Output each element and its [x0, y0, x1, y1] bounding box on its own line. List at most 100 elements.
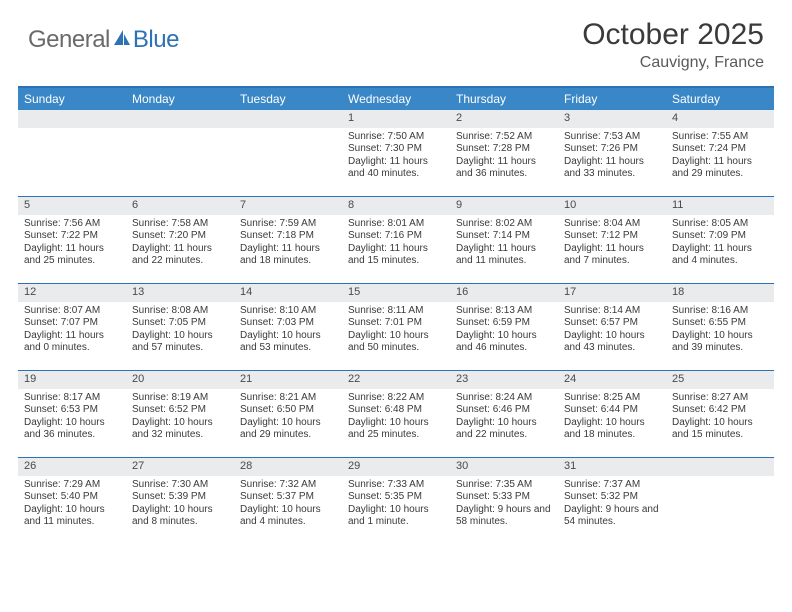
sunset-text: Sunset: 6:59 PM [456, 317, 552, 330]
sunrise-text: Sunrise: 7:30 AM [132, 479, 228, 492]
sunrise-text: Sunrise: 8:01 AM [348, 218, 444, 231]
cell-body: Sunrise: 7:58 AMSunset: 7:20 PMDaylight:… [126, 215, 234, 272]
day-number: 15 [342, 284, 450, 302]
sunset-text: Sunset: 7:30 PM [348, 143, 444, 156]
cell-body: Sunrise: 7:53 AMSunset: 7:26 PMDaylight:… [558, 128, 666, 185]
cell-body: Sunrise: 7:56 AMSunset: 7:22 PMDaylight:… [18, 215, 126, 272]
cell-body: Sunrise: 8:04 AMSunset: 7:12 PMDaylight:… [558, 215, 666, 272]
day-number [666, 458, 774, 476]
daylight-text: Daylight: 11 hours and 7 minutes. [564, 243, 660, 268]
daylight-text: Daylight: 10 hours and 1 minute. [348, 504, 444, 529]
cell-body: Sunrise: 8:14 AMSunset: 6:57 PMDaylight:… [558, 302, 666, 359]
cell-body: Sunrise: 8:08 AMSunset: 7:05 PMDaylight:… [126, 302, 234, 359]
day-number: 20 [126, 371, 234, 389]
cell-body: Sunrise: 7:55 AMSunset: 7:24 PMDaylight:… [666, 128, 774, 185]
sunrise-text: Sunrise: 7:32 AM [240, 479, 336, 492]
daylight-text: Daylight: 9 hours and 54 minutes. [564, 504, 660, 529]
day-number: 9 [450, 197, 558, 215]
cell-body: Sunrise: 7:35 AMSunset: 5:33 PMDaylight:… [450, 476, 558, 533]
sunset-text: Sunset: 5:35 PM [348, 491, 444, 504]
cell-body: Sunrise: 8:19 AMSunset: 6:52 PMDaylight:… [126, 389, 234, 446]
calendar-cell: 12Sunrise: 8:07 AMSunset: 7:07 PMDayligh… [18, 284, 126, 370]
sunset-text: Sunset: 6:57 PM [564, 317, 660, 330]
daylight-text: Daylight: 10 hours and 46 minutes. [456, 330, 552, 355]
sunset-text: Sunset: 6:52 PM [132, 404, 228, 417]
cell-body: Sunrise: 7:50 AMSunset: 7:30 PMDaylight:… [342, 128, 450, 185]
sunset-text: Sunset: 7:22 PM [24, 230, 120, 243]
day-number: 4 [666, 110, 774, 128]
daylight-text: Daylight: 11 hours and 36 minutes. [456, 156, 552, 181]
calendar-cell: 11Sunrise: 8:05 AMSunset: 7:09 PMDayligh… [666, 197, 774, 283]
daylight-text: Daylight: 10 hours and 43 minutes. [564, 330, 660, 355]
cell-body: Sunrise: 7:30 AMSunset: 5:39 PMDaylight:… [126, 476, 234, 533]
day-number: 14 [234, 284, 342, 302]
calendar-cell: 8Sunrise: 8:01 AMSunset: 7:16 PMDaylight… [342, 197, 450, 283]
day-number [18, 110, 126, 128]
daylight-text: Daylight: 10 hours and 8 minutes. [132, 504, 228, 529]
sunrise-text: Sunrise: 8:19 AM [132, 392, 228, 405]
cell-body: Sunrise: 8:01 AMSunset: 7:16 PMDaylight:… [342, 215, 450, 272]
day-number: 24 [558, 371, 666, 389]
calendar-cell: 14Sunrise: 8:10 AMSunset: 7:03 PMDayligh… [234, 284, 342, 370]
calendar: SundayMondayTuesdayWednesdayThursdayFrid… [18, 86, 774, 544]
day-number: 5 [18, 197, 126, 215]
sunrise-text: Sunrise: 8:02 AM [456, 218, 552, 231]
day-number: 8 [342, 197, 450, 215]
calendar-cell: 21Sunrise: 8:21 AMSunset: 6:50 PMDayligh… [234, 371, 342, 457]
daylight-text: Daylight: 10 hours and 25 minutes. [348, 417, 444, 442]
calendar-cell: 10Sunrise: 8:04 AMSunset: 7:12 PMDayligh… [558, 197, 666, 283]
day-number: 18 [666, 284, 774, 302]
day-number: 10 [558, 197, 666, 215]
calendar-cell [18, 110, 126, 196]
day-number: 23 [450, 371, 558, 389]
calendar-cell: 30Sunrise: 7:35 AMSunset: 5:33 PMDayligh… [450, 458, 558, 544]
calendar-cell: 31Sunrise: 7:37 AMSunset: 5:32 PMDayligh… [558, 458, 666, 544]
sunset-text: Sunset: 6:55 PM [672, 317, 768, 330]
sunrise-text: Sunrise: 7:53 AM [564, 131, 660, 144]
sunrise-text: Sunrise: 7:50 AM [348, 131, 444, 144]
weekday-label: Monday [126, 88, 234, 110]
daylight-text: Daylight: 10 hours and 36 minutes. [24, 417, 120, 442]
day-number: 30 [450, 458, 558, 476]
cell-body: Sunrise: 7:29 AMSunset: 5:40 PMDaylight:… [18, 476, 126, 533]
daylight-text: Daylight: 11 hours and 22 minutes. [132, 243, 228, 268]
weekday-label: Wednesday [342, 88, 450, 110]
sunrise-text: Sunrise: 7:59 AM [240, 218, 336, 231]
calendar-week: 12Sunrise: 8:07 AMSunset: 7:07 PMDayligh… [18, 283, 774, 370]
day-number: 28 [234, 458, 342, 476]
sunset-text: Sunset: 7:28 PM [456, 143, 552, 156]
sunset-text: Sunset: 7:01 PM [348, 317, 444, 330]
day-number [234, 110, 342, 128]
sunset-text: Sunset: 7:07 PM [24, 317, 120, 330]
weekday-header: SundayMondayTuesdayWednesdayThursdayFrid… [18, 88, 774, 110]
sunset-text: Sunset: 6:53 PM [24, 404, 120, 417]
month-title: October 2025 [582, 18, 764, 52]
sunset-text: Sunset: 7:20 PM [132, 230, 228, 243]
calendar-cell: 29Sunrise: 7:33 AMSunset: 5:35 PMDayligh… [342, 458, 450, 544]
title-block: October 2025 Cauvigny, France [582, 18, 764, 72]
cell-body: Sunrise: 8:10 AMSunset: 7:03 PMDaylight:… [234, 302, 342, 359]
daylight-text: Daylight: 10 hours and 57 minutes. [132, 330, 228, 355]
daylight-text: Daylight: 10 hours and 29 minutes. [240, 417, 336, 442]
sunrise-text: Sunrise: 7:56 AM [24, 218, 120, 231]
calendar-week: 26Sunrise: 7:29 AMSunset: 5:40 PMDayligh… [18, 457, 774, 544]
calendar-cell: 13Sunrise: 8:08 AMSunset: 7:05 PMDayligh… [126, 284, 234, 370]
sunrise-text: Sunrise: 8:25 AM [564, 392, 660, 405]
day-number: 31 [558, 458, 666, 476]
day-number: 21 [234, 371, 342, 389]
calendar-cell: 6Sunrise: 7:58 AMSunset: 7:20 PMDaylight… [126, 197, 234, 283]
calendar-cell: 19Sunrise: 8:17 AMSunset: 6:53 PMDayligh… [18, 371, 126, 457]
header: General Blue October 2025 Cauvigny, Fran… [0, 0, 792, 78]
cell-body: Sunrise: 8:27 AMSunset: 6:42 PMDaylight:… [666, 389, 774, 446]
daylight-text: Daylight: 11 hours and 0 minutes. [24, 330, 120, 355]
cell-body: Sunrise: 7:59 AMSunset: 7:18 PMDaylight:… [234, 215, 342, 272]
sunrise-text: Sunrise: 7:37 AM [564, 479, 660, 492]
sunrise-text: Sunrise: 8:08 AM [132, 305, 228, 318]
sunset-text: Sunset: 7:09 PM [672, 230, 768, 243]
sunset-text: Sunset: 6:42 PM [672, 404, 768, 417]
calendar-week: 5Sunrise: 7:56 AMSunset: 7:22 PMDaylight… [18, 196, 774, 283]
calendar-cell: 17Sunrise: 8:14 AMSunset: 6:57 PMDayligh… [558, 284, 666, 370]
day-number: 19 [18, 371, 126, 389]
sunrise-text: Sunrise: 7:35 AM [456, 479, 552, 492]
sunset-text: Sunset: 7:05 PM [132, 317, 228, 330]
